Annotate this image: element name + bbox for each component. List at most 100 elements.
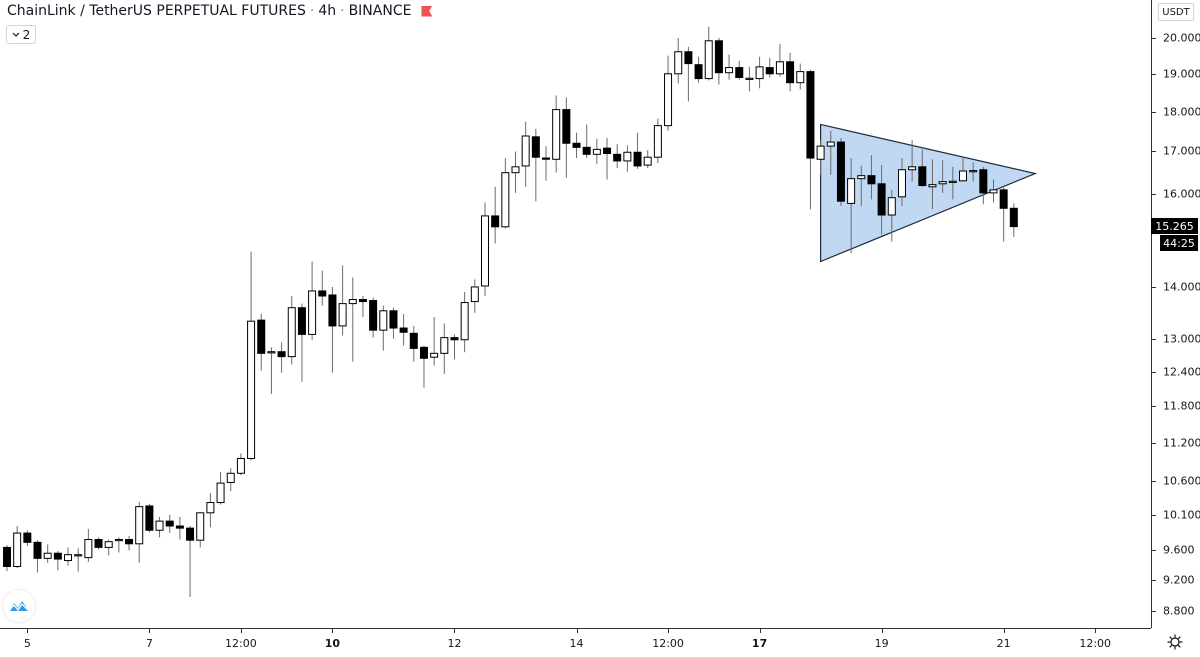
candle-body-up: [216, 482, 225, 504]
candle-body-down: [23, 532, 32, 543]
candle: [664, 55, 673, 131]
currency-unit-button[interactable]: USDT: [1158, 3, 1194, 21]
y-tick-label: 18.000: [1163, 105, 1200, 119]
candle: [1009, 203, 1018, 237]
candle-body-up: [460, 302, 469, 341]
collapse-indicators-button[interactable]: 2: [6, 25, 36, 44]
candle: [379, 305, 388, 351]
candle: [114, 537, 123, 553]
y-tick-mark: [1151, 286, 1156, 288]
candle-body-down: [186, 527, 195, 541]
candle-body-up: [521, 135, 530, 167]
x-tick-label: 7: [145, 637, 153, 650]
candle-body-up: [653, 125, 662, 158]
candle: [765, 57, 774, 78]
candle-body-up: [897, 169, 906, 198]
x-tick-label: 10: [324, 637, 341, 650]
candle-body-down: [531, 136, 540, 158]
candle: [826, 130, 835, 175]
x-tick-label: 19: [874, 637, 889, 650]
candle: [877, 165, 886, 235]
candle: [13, 526, 22, 568]
candle-body-up: [379, 310, 388, 331]
candle-body-up: [623, 151, 632, 162]
candle-body-down: [806, 71, 815, 159]
candle-body-up: [704, 40, 713, 80]
candle: [338, 265, 347, 336]
candlestick-chart[interactable]: [0, 0, 1151, 628]
candle-body-down: [735, 67, 744, 78]
candle: [867, 155, 876, 200]
candle: [43, 544, 52, 563]
candle-body-up: [775, 61, 784, 75]
candle-body-up: [969, 170, 978, 173]
y-tick-mark: [1151, 580, 1156, 582]
candle-body-up: [958, 170, 967, 182]
candle-body-up: [226, 472, 235, 483]
candle: [287, 295, 296, 365]
candle-body-up: [43, 552, 52, 559]
candle: [399, 313, 408, 346]
candle: [501, 158, 510, 229]
candle-body-down: [257, 319, 266, 354]
candle-body-down: [175, 525, 184, 529]
tradingview-logo-icon[interactable]: [3, 590, 35, 622]
candle-body-down: [999, 189, 1008, 209]
candle-body-up: [155, 520, 164, 531]
y-tick-label: 14.000: [1163, 280, 1200, 294]
y-tick-label: 17.000: [1163, 144, 1200, 158]
flag-icon[interactable]: [421, 5, 433, 17]
candle-body-up: [938, 181, 947, 185]
candle-body-down: [979, 169, 988, 194]
candle: [470, 279, 479, 313]
price-axis[interactable]: [1151, 0, 1200, 628]
candle-body-up: [796, 71, 805, 84]
x-tick-label: 12:00: [225, 637, 257, 650]
candle: [552, 95, 561, 173]
candle-body-up: [928, 184, 937, 188]
candle-body-up: [552, 109, 561, 160]
chevron-down-icon: [12, 32, 20, 37]
y-tick-mark: [1151, 481, 1156, 483]
candle: [450, 334, 459, 360]
x-tick-mark: [1003, 629, 1005, 633]
candle-body-down: [491, 215, 500, 228]
y-tick-label: 9.600: [1163, 543, 1195, 557]
candle: [369, 297, 378, 338]
candle: [186, 526, 195, 597]
candle-body-up: [104, 541, 113, 548]
triangle-pattern-drawing[interactable]: [819, 123, 1038, 263]
interval-label: 4h: [318, 3, 337, 19]
candle: [603, 138, 612, 180]
candle-body-up: [745, 77, 754, 80]
candle: [887, 189, 896, 242]
candle-body-down: [419, 346, 428, 359]
y-tick-mark: [1151, 38, 1156, 39]
separator: ·: [340, 3, 345, 19]
candle-body-up: [887, 197, 896, 216]
candle: [836, 138, 845, 207]
gear-icon[interactable]: [1166, 633, 1184, 651]
candle-body-up: [338, 303, 347, 327]
candle-body-down: [328, 294, 337, 327]
symbol-legend[interactable]: ChainLink / TetherUS PERPETUAL FUTURES ·…: [7, 3, 433, 19]
candle-body-down: [94, 538, 103, 548]
y-tick-label: 10.600: [1163, 474, 1200, 488]
candle-body-down: [714, 40, 723, 74]
candle-body-up: [247, 320, 256, 459]
y-tick-label: 19.000: [1163, 67, 1200, 81]
candle: [125, 535, 134, 551]
candle-body-down: [277, 351, 286, 358]
candle: [216, 471, 225, 505]
candle: [582, 124, 591, 159]
candle-body-down: [603, 147, 612, 154]
candle-body-down: [582, 146, 591, 155]
y-tick-mark: [1151, 371, 1156, 373]
candle: [155, 516, 164, 538]
candle-body-down: [389, 310, 398, 329]
candle: [226, 468, 235, 492]
candle-body-up: [847, 178, 856, 204]
bar-countdown-label: 44:25: [1160, 235, 1198, 251]
candle: [999, 185, 1008, 242]
time-axis[interactable]: [0, 628, 1151, 657]
